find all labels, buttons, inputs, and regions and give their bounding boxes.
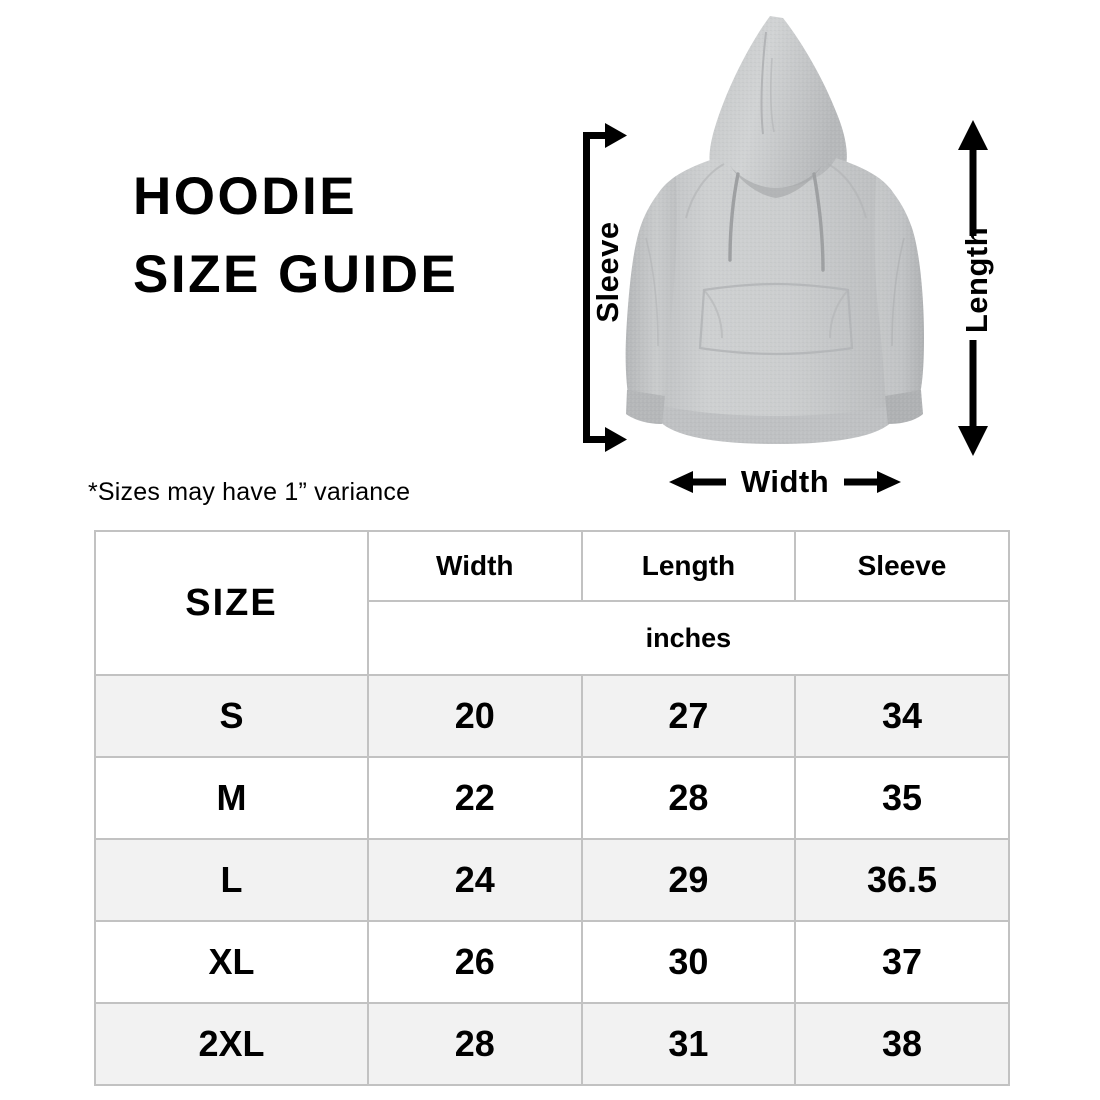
width-measurement-annotation: Width (655, 462, 915, 502)
cell-size: S (94, 674, 369, 758)
cell-length: 29 (580, 838, 797, 922)
cell-size: 2XL (94, 1002, 369, 1086)
page-title-line-2: SIZE GUIDE (133, 245, 459, 304)
cell-width: 20 (367, 674, 583, 758)
cell-size: L (94, 838, 369, 922)
header-units: inches (367, 600, 1010, 676)
cell-sleeve: 38 (794, 1002, 1010, 1086)
cell-size: M (94, 756, 369, 840)
cell-sleeve: 34 (794, 674, 1010, 758)
hood-graphic (709, 16, 847, 193)
table-header-row-1: SIZE Width Length Sleeve (94, 530, 1010, 676)
arrow-left-icon (668, 471, 726, 493)
hoodie-graphic (625, 16, 924, 444)
table-header-row-2: inches (95, 600, 1010, 676)
hoodie-body-graphic (654, 158, 898, 444)
header-width: Width (367, 530, 583, 602)
header-sleeve: Sleeve (794, 530, 1010, 602)
table-row: S 20 27 34 (94, 674, 1010, 758)
cell-size: XL (94, 920, 369, 1004)
cell-length: 30 (580, 920, 797, 1004)
sleeve-measurement-annotation: Sleeve (575, 120, 645, 455)
cell-width: 28 (367, 1002, 583, 1086)
width-annotation-label: Width (740, 464, 830, 499)
right-sleeve-graphic (874, 176, 924, 424)
cell-length: 27 (580, 674, 797, 758)
length-arrow-icon (958, 120, 988, 456)
table-row: L 24 29 36.5 (94, 838, 1010, 922)
sleeve-annotation-label: Sleeve (590, 221, 625, 323)
header-length: Length (580, 530, 797, 602)
page-title-line-1: HOODIE (133, 167, 358, 226)
hoodie-illustration (620, 8, 930, 463)
cell-width: 24 (367, 838, 583, 922)
page-title: HOODIE SIZE GUIDE (133, 158, 593, 314)
table-row: M 22 28 35 (94, 756, 1010, 840)
cell-width: 22 (367, 756, 583, 840)
cell-sleeve: 37 (794, 920, 1010, 1004)
length-measurement-annotation: Length (945, 118, 1007, 458)
table-row: 2XL 28 31 38 (94, 1002, 1010, 1086)
drawstring-graphic (728, 172, 825, 272)
table-row: XL 26 30 37 (94, 920, 1010, 1004)
cell-width: 26 (367, 920, 583, 1004)
kangaroo-pocket-graphic (698, 282, 854, 356)
cell-length: 31 (580, 1002, 797, 1086)
cell-sleeve: 36.5 (794, 838, 1010, 922)
cell-sleeve: 35 (794, 756, 1010, 840)
size-chart-table: SIZE Width Length Sleeve inches S 20 27 … (94, 530, 1010, 1086)
sleeve-arrow-icon (583, 123, 627, 452)
cell-length: 28 (580, 756, 797, 840)
left-sleeve-graphic (625, 176, 677, 424)
header-size: SIZE (94, 530, 369, 676)
variance-note: *Sizes may have 1” variance (88, 478, 411, 506)
arrow-right-icon (844, 471, 902, 493)
length-annotation-label: Length (959, 226, 994, 334)
